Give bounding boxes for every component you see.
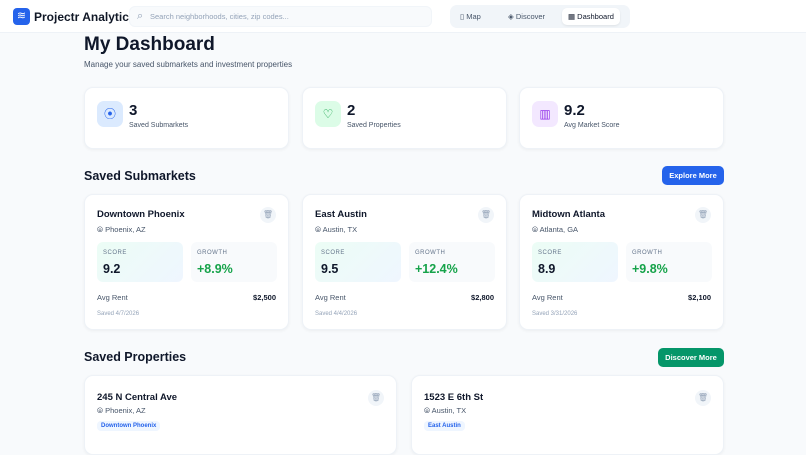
bar-chart-icon: ▥ — [532, 101, 558, 127]
stat-value: 3 — [129, 102, 138, 119]
score-box: SCORE 9.5 — [315, 242, 401, 282]
score-label: SCORE — [321, 250, 345, 256]
nav-dashboard-label: Dashboard — [577, 12, 614, 21]
growth-label: GROWTH — [197, 250, 228, 256]
growth-value: +9.8% — [632, 262, 668, 276]
score-box: SCORE 8.9 — [532, 242, 618, 282]
heart-icon: ♡ — [315, 101, 341, 127]
stat-value: 9.2 — [564, 102, 585, 119]
search-placeholder: Search neighborhoods, cities, zip codes.… — [150, 12, 289, 21]
growth-value: +8.9% — [197, 262, 233, 276]
saved-date: Saved 4/4/2026 — [315, 311, 358, 317]
growth-box: GROWTH +8.9% — [191, 242, 277, 282]
search-input[interactable]: ⌕ Search neighborhoods, cities, zip code… — [129, 6, 432, 27]
stat-card-properties: ♡ 2 Saved Properties — [302, 87, 507, 149]
submarket-card[interactable]: Downtown Phoenix 🗑 ⦾ Phoenix, AZ SCORE 9.… — [84, 194, 289, 330]
rent-label: Avg Rent — [315, 293, 346, 302]
growth-value: +12.4% — [415, 262, 458, 276]
rent-value: $2,800 — [471, 293, 494, 302]
nav-discover-label: Discover — [515, 12, 546, 21]
nav-dashboard[interactable]: ▦ Dashboard — [562, 8, 620, 25]
stat-card-score: ▥ 9.2 Avg Market Score — [519, 87, 724, 149]
score-value: 9.5 — [321, 262, 339, 276]
property-card[interactable]: 1523 E 6th St 🗑 ⦾ Austin, TX East Austin — [411, 375, 724, 455]
growth-box: GROWTH +12.4% — [409, 242, 495, 282]
stat-value: 2 — [347, 102, 356, 119]
submarket-name: East Austin — [315, 209, 367, 220]
submarket-name: Downtown Phoenix — [97, 209, 185, 220]
submarket-name: Midtown Atlanta — [532, 209, 605, 220]
map-pin-icon: ⦾ — [532, 225, 540, 234]
location-text: Phoenix, AZ — [105, 406, 146, 415]
delete-trash-icon[interactable]: 🗑 — [695, 207, 711, 223]
growth-label: GROWTH — [632, 250, 663, 256]
submarket-tag[interactable]: East Austin — [424, 421, 465, 431]
location-text: Austin, TX — [431, 406, 467, 415]
explore-more-button[interactable]: Explore More — [662, 166, 724, 185]
growth-box: GROWTH +9.8% — [626, 242, 712, 282]
search-icon: ⌕ — [137, 10, 144, 22]
saved-date: Saved 3/31/2026 — [532, 311, 578, 317]
submarket-card[interactable]: East Austin 🗑 ⦾ Austin, TX SCORE 9.5 GROW… — [302, 194, 507, 330]
rent-value: $2,500 — [253, 293, 276, 302]
score-label: SCORE — [103, 250, 127, 256]
nav-discover[interactable]: ◈ Discover — [502, 8, 551, 25]
delete-trash-icon[interactable]: 🗑 — [368, 390, 384, 406]
delete-trash-icon[interactable]: 🗑 — [478, 207, 494, 223]
saved-submarkets-heading: Saved Submarkets — [84, 169, 196, 183]
property-address: 1523 E 6th St — [424, 392, 484, 403]
map-icon: ▯ — [460, 12, 467, 21]
property-card[interactable]: 245 N Central Ave 🗑 ⦾ Phoenix, AZ Downto… — [84, 375, 397, 455]
submarket-location: ⦾ Austin, TX — [315, 225, 357, 235]
score-value: 9.2 — [103, 262, 121, 276]
stat-label: Avg Market Score — [564, 122, 620, 129]
location-text: Atlanta, GA — [539, 225, 579, 234]
growth-label: GROWTH — [415, 250, 446, 256]
submarket-tag[interactable]: Downtown Phoenix — [97, 421, 161, 431]
layers-icon: ◈ — [508, 12, 516, 21]
score-box: SCORE 9.2 — [97, 242, 183, 282]
saved-date: Saved 4/7/2026 — [97, 311, 140, 317]
top-header: ≋ Projectr Analytics ⌕ Search neighborho… — [0, 0, 806, 33]
saved-properties-heading: Saved Properties — [84, 350, 187, 364]
submarket-location: ⦾ Phoenix, AZ — [97, 225, 146, 235]
property-location: ⦾ Phoenix, AZ — [97, 406, 146, 416]
map-pin-icon: ⦾ — [97, 406, 106, 415]
logo-layers-icon[interactable]: ≋ — [13, 8, 30, 25]
rent-value: $2,100 — [688, 293, 711, 302]
delete-trash-icon[interactable]: 🗑 — [260, 207, 276, 223]
brand-name[interactable]: Projectr Analytics — [34, 10, 136, 24]
main-nav: ▯ Map ◈ Discover ▦ Dashboard — [450, 5, 630, 28]
property-location: ⦾ Austin, TX — [424, 406, 466, 416]
score-label: SCORE — [538, 250, 562, 256]
stat-card-submarkets: ⦿ 3 Saved Submarkets — [84, 87, 289, 149]
map-pin-icon: ⦾ — [315, 225, 323, 234]
stat-label: Saved Properties — [347, 122, 401, 129]
page-title: My Dashboard — [84, 34, 215, 55]
delete-trash-icon[interactable]: 🗑 — [695, 390, 711, 406]
nav-map-label: Map — [466, 12, 481, 21]
property-address: 245 N Central Ave — [97, 392, 178, 403]
nav-map[interactable]: ▯ Map — [454, 8, 487, 25]
page-subtitle: Manage your saved submarkets and investm… — [84, 60, 293, 69]
submarket-location: ⦾ Atlanta, GA — [532, 225, 578, 235]
rent-label: Avg Rent — [532, 293, 563, 302]
rent-label: Avg Rent — [97, 293, 128, 302]
map-pin-icon: ⦾ — [424, 406, 432, 415]
map-pin-icon: ⦿ — [97, 101, 123, 127]
grid-icon: ▦ — [568, 12, 578, 21]
location-text: Phoenix, AZ — [105, 225, 146, 234]
location-text: Austin, TX — [322, 225, 358, 234]
score-value: 8.9 — [538, 262, 556, 276]
stat-label: Saved Submarkets — [129, 122, 189, 129]
submarket-card[interactable]: Midtown Atlanta 🗑 ⦾ Atlanta, GA SCORE 8.9… — [519, 194, 724, 330]
map-pin-icon: ⦾ — [97, 225, 106, 234]
discover-more-button[interactable]: Discover More — [658, 348, 724, 367]
